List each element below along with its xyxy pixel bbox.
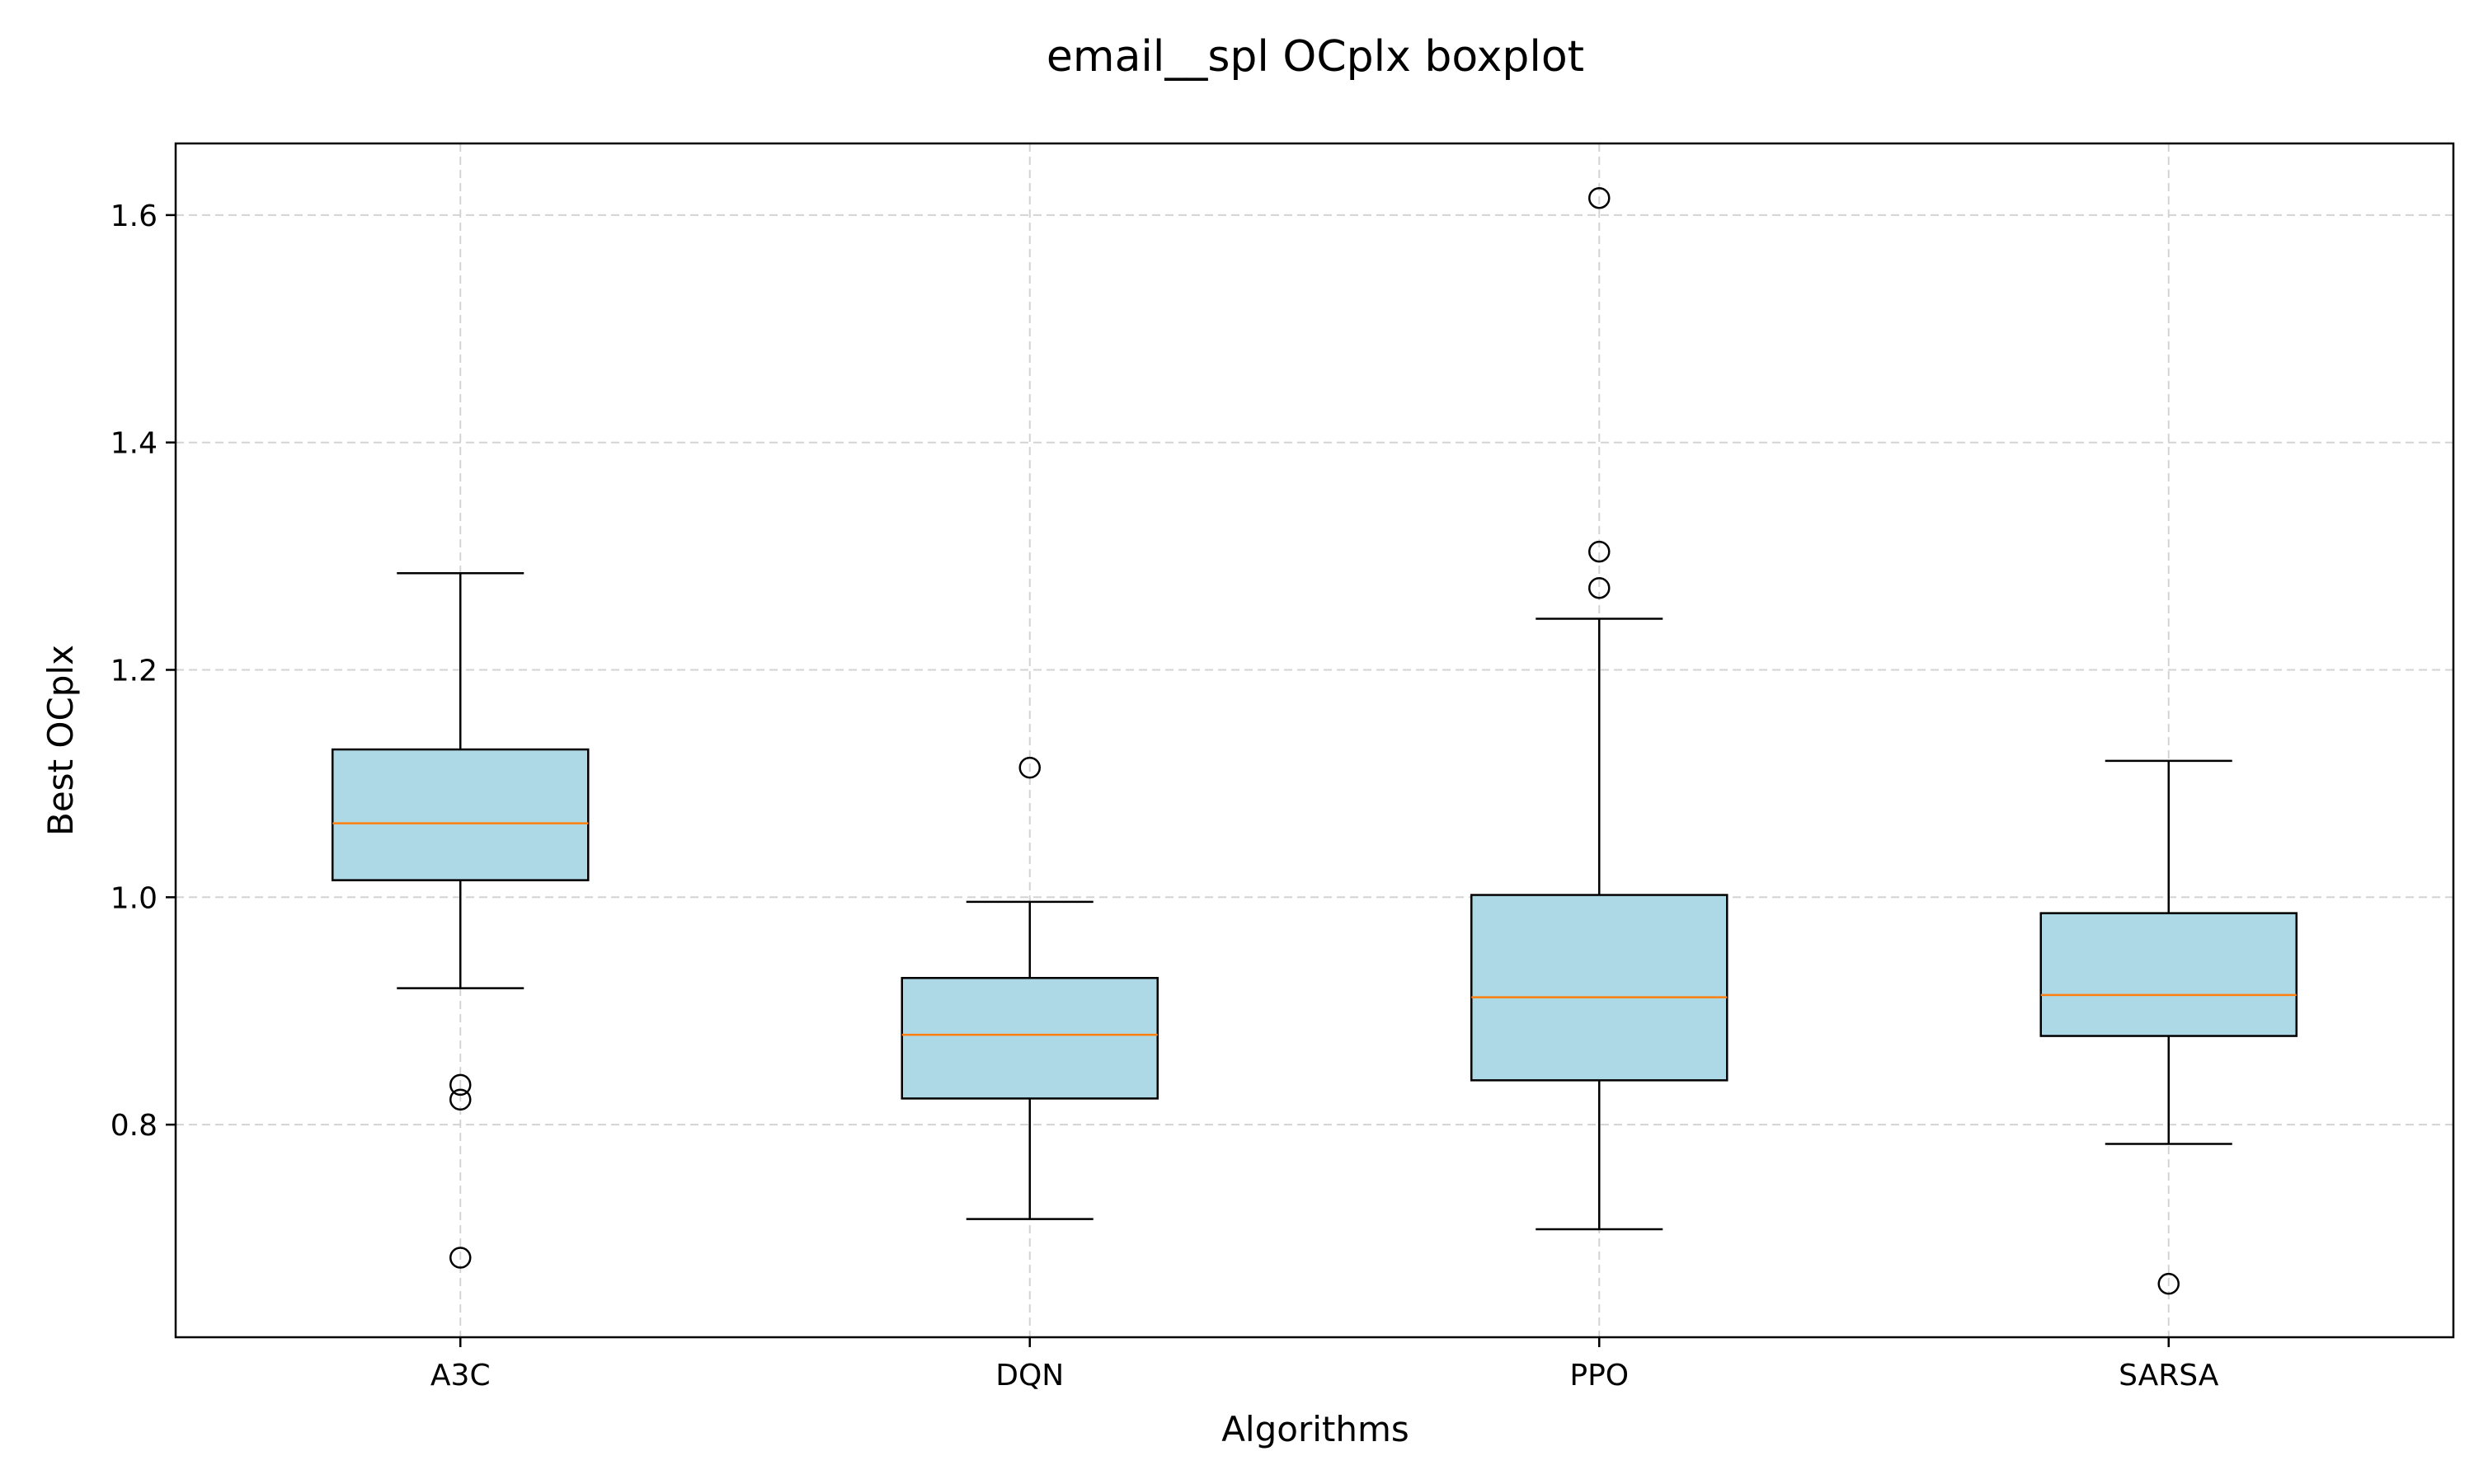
box-plots: [332, 186, 2298, 1295]
outlier-point: [449, 1247, 472, 1269]
y-tick-label: 0.8: [111, 1109, 158, 1143]
box-plot-ppo: [1470, 186, 1729, 1231]
outlier-point: [1018, 756, 1041, 779]
outlier-point: [1588, 186, 1611, 209]
x-tick-label: DQN: [995, 1359, 1064, 1392]
iqr-box: [901, 976, 1159, 1100]
outlier-point: [2157, 1272, 2180, 1295]
plot-area-frame: [174, 142, 2455, 1339]
axis-ticks: 0.8 1.0 1.2 1.4 1.6 A3C DQN PPO SARSA: [111, 200, 2219, 1392]
x-tick-label: A3C: [430, 1359, 491, 1392]
x-axis-label: Algorithms: [1221, 1409, 1409, 1449]
outlier-point: [1588, 576, 1611, 599]
y-axis-label: Best OCplx: [40, 645, 81, 836]
iqr-box: [1470, 894, 1729, 1082]
outlier-point: [449, 1088, 472, 1111]
x-tick-label: SARSA: [2119, 1359, 2219, 1392]
y-tick-label: 1.0: [111, 881, 158, 915]
box-plot-a3c: [332, 572, 590, 1269]
y-tick-label: 1.4: [111, 427, 158, 461]
outlier-point: [1588, 540, 1611, 563]
y-tick-label: 1.6: [111, 200, 158, 233]
outlier-point: [449, 1073, 472, 1097]
chart-title: email__spl OCplx boxplot: [1047, 32, 1584, 82]
x-tick-label: PPO: [1569, 1359, 1629, 1392]
y-tick-label: 1.2: [111, 654, 158, 688]
box-plot-sarsa: [2039, 759, 2298, 1295]
iqr-box: [2039, 912, 2298, 1037]
box-plot-dqn: [901, 756, 1159, 1220]
iqr-box: [332, 748, 590, 881]
